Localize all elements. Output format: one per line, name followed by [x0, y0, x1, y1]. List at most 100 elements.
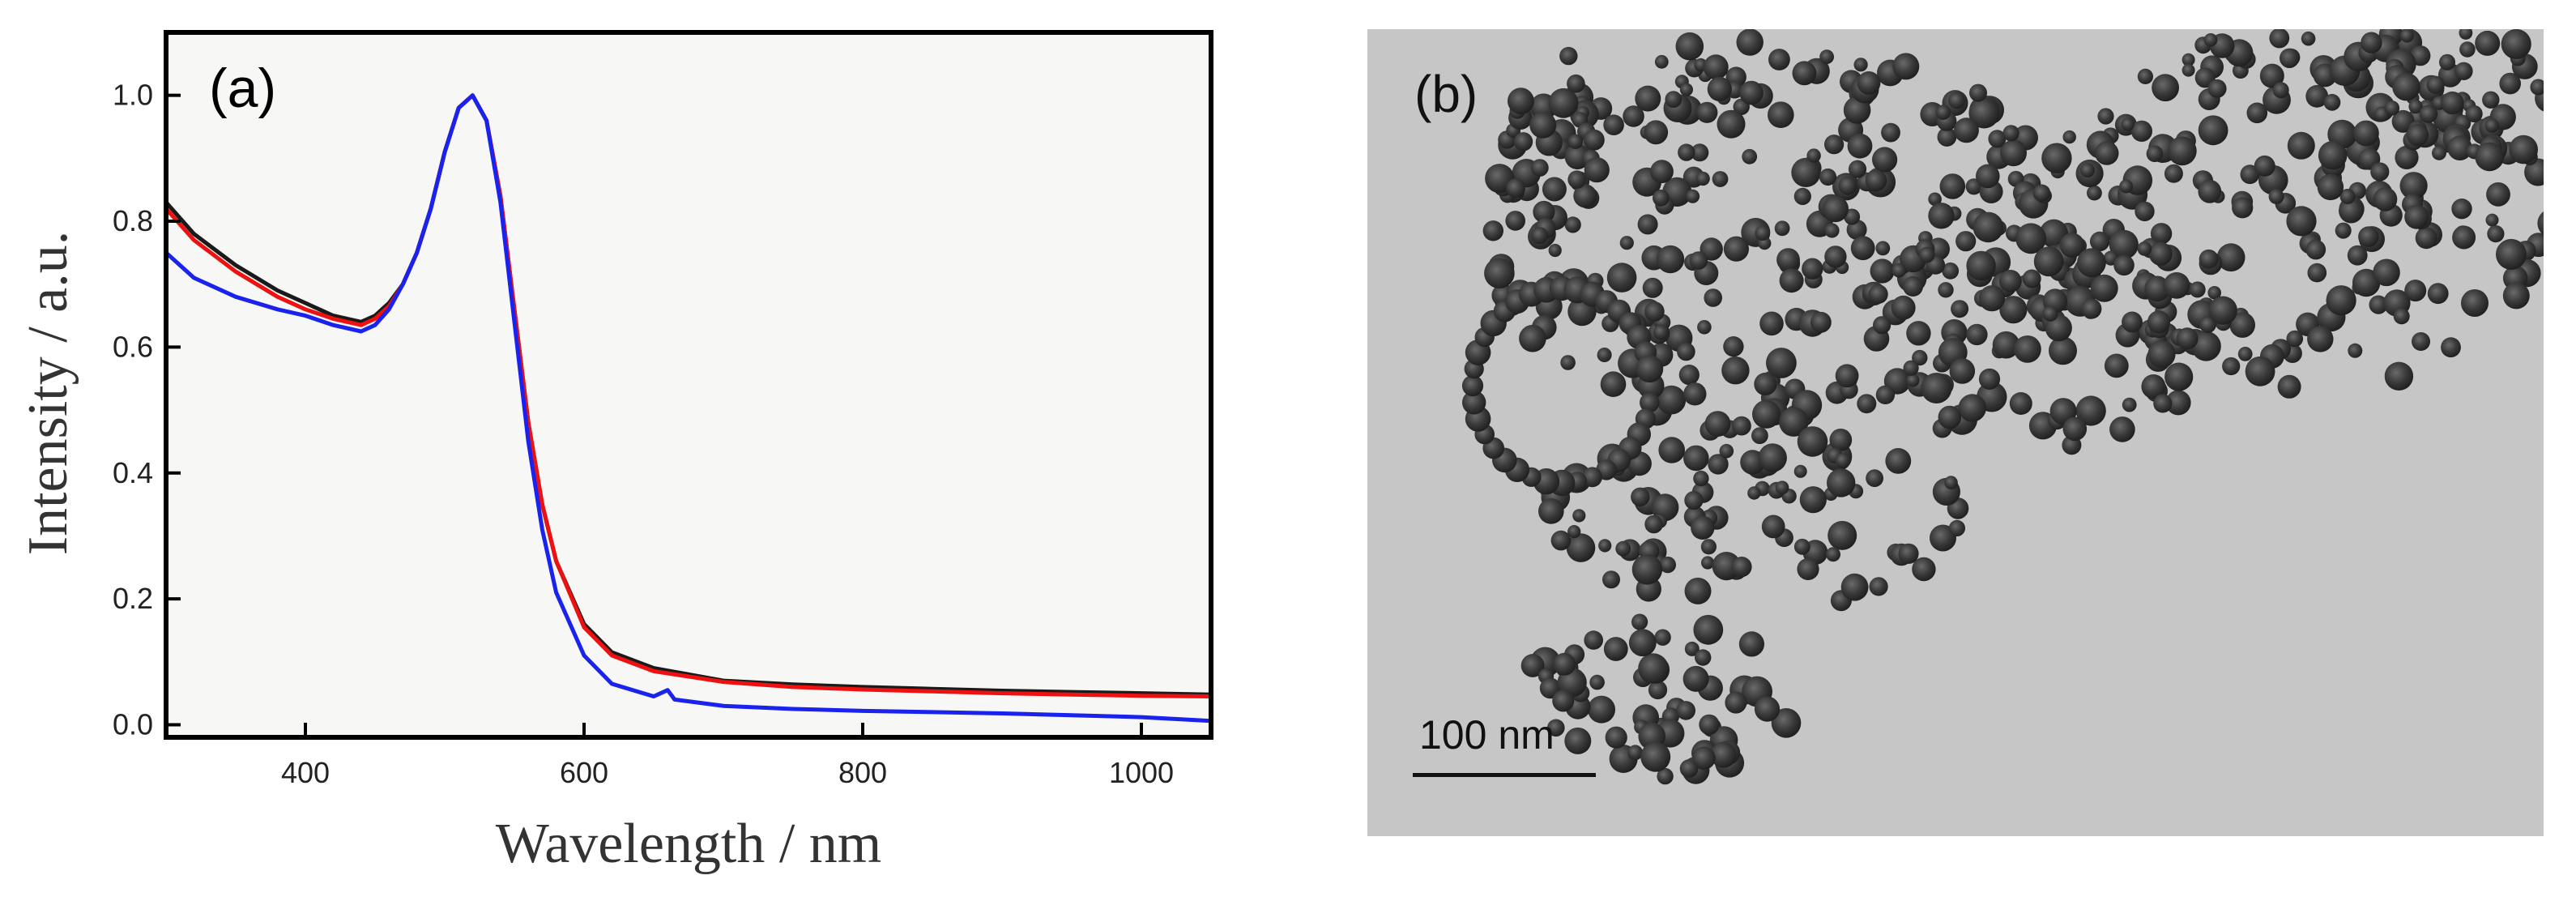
nanoparticle: [2277, 374, 2301, 399]
nanoparticle: [1691, 515, 1715, 540]
nanoparticle: [2318, 140, 2348, 170]
nanoparticle: [1942, 262, 1960, 280]
nanoparticle: [1768, 101, 1794, 128]
nanoparticle: [2347, 245, 2368, 266]
nanoparticle: [2317, 173, 2344, 201]
nanoparticle: [2087, 185, 2102, 201]
nanoparticle: [1958, 394, 1986, 422]
nanoparticle: [1948, 92, 1965, 109]
nanoparticle: [2090, 274, 2118, 302]
nanoparticle: [1847, 133, 1873, 159]
nanoparticle: [1721, 357, 1750, 385]
nanoparticle: [1603, 637, 1628, 661]
nanoparticle: [2097, 108, 2114, 125]
nanoparticle: [1935, 105, 1951, 120]
nanoparticle: [1810, 311, 1832, 333]
nanoparticle: [1602, 570, 1620, 589]
nanoparticle: [2141, 374, 2166, 399]
nanoparticle: [1903, 276, 1923, 297]
nanoparticle: [1736, 28, 1764, 56]
nanoparticle: [1564, 216, 1581, 233]
x-tick-label: 400: [281, 756, 330, 789]
nanoparticle: [1966, 250, 1996, 281]
nanoparticle: [1658, 437, 1685, 463]
nanoparticle: [2393, 308, 2410, 325]
nanoparticle: [2339, 189, 2356, 204]
nanoparticle: [1588, 695, 1615, 724]
nanoparticle: [2482, 91, 2500, 109]
nanoparticle: [2095, 141, 2119, 165]
nanoparticle: [2148, 241, 2173, 266]
nanoparticle: [2075, 395, 2106, 426]
nanoparticle: [1584, 630, 1603, 650]
nanoparticle: [1701, 556, 1715, 570]
nanoparticle: [2245, 356, 2275, 386]
nanoparticle: [1628, 629, 1657, 657]
nanoparticle: [2113, 254, 2135, 276]
nanoparticle: [1642, 277, 1663, 298]
nanoparticle: [1969, 83, 1987, 102]
nanoparticle: [2452, 225, 2476, 250]
nanoparticle: [1699, 714, 1720, 735]
nanoparticle: [1657, 385, 1687, 415]
nanoparticle: [1693, 470, 1709, 487]
nanoparticle: [2164, 362, 2194, 391]
nanoparticle: [1598, 539, 1612, 553]
nanoparticle: [1779, 407, 1809, 437]
nanoparticle: [2441, 337, 2461, 358]
series-layer: [164, 93, 1212, 724]
nanoparticle: [1928, 203, 1955, 229]
nanoparticle: [2335, 222, 2352, 239]
nanoparticle: [1531, 227, 1548, 244]
nanoparticle: [2447, 135, 2472, 160]
nanoparticle: [2496, 238, 2527, 270]
nanoparticle: [2392, 72, 2420, 101]
nanoparticle: [2373, 258, 2400, 287]
nanoparticle: [2002, 125, 2019, 142]
nanoparticle: [1712, 171, 1729, 187]
scale-bar: [1413, 773, 1596, 777]
x-tick-label: 600: [560, 756, 608, 789]
nanoparticle: [1547, 719, 1565, 737]
nanoparticle: [1752, 399, 1781, 429]
nanoparticle: [2268, 189, 2284, 204]
nanoparticle: [2384, 361, 2414, 391]
nanoparticle: [1853, 58, 1868, 72]
nanoparticle: [2404, 280, 2427, 302]
nanoparticle: [1684, 491, 1704, 510]
nanoparticle: [1793, 464, 1807, 478]
nanoparticle: [2408, 99, 2423, 114]
plot-frame: [164, 30, 1213, 740]
nanoparticle: [1530, 159, 1549, 177]
nanoparticle: [1640, 392, 1660, 413]
nanoparticle: [1627, 745, 1643, 761]
nanoparticle: [1872, 147, 1898, 173]
nanoparticle: [2485, 213, 2499, 227]
nanoparticle: [1976, 164, 2000, 189]
nanoparticle: [2348, 343, 2363, 358]
nanoparticle: [1695, 649, 1712, 666]
nanoparticle: [2130, 120, 2152, 142]
nanoparticle: [1988, 130, 2007, 148]
nanoparticle: [1755, 225, 1771, 241]
nanoparticle: [2395, 145, 2419, 169]
nanoparticle: [1678, 143, 1695, 161]
y-axis-label: Intensity / a.u.: [17, 231, 79, 555]
nanoparticle: [1739, 80, 1764, 105]
ticks-layer: 400 600 800 1000 0.0 0.2 0.4 0.6 0.8 1.0: [113, 79, 1174, 789]
nanoparticle: [1533, 200, 1555, 224]
nanoparticle: [1824, 134, 1845, 155]
tem-image-panel: (b) 100 nm: [1367, 22, 2567, 836]
nanoparticle: [2287, 131, 2315, 160]
nanoparticle: [1584, 157, 1610, 183]
nanoparticle: [1723, 236, 1749, 262]
nanoparticle: [1857, 394, 1877, 414]
y-tick-label: 0.0: [113, 707, 153, 741]
nanoparticle: [1819, 49, 1834, 64]
plot-area: [166, 32, 1211, 737]
nanoparticle: [2199, 249, 2219, 269]
nanoparticle: [1482, 220, 1503, 241]
nanoparticle: [1677, 342, 1695, 361]
nanoparticle: [1606, 263, 1637, 292]
nanoparticle: [1693, 614, 1724, 645]
